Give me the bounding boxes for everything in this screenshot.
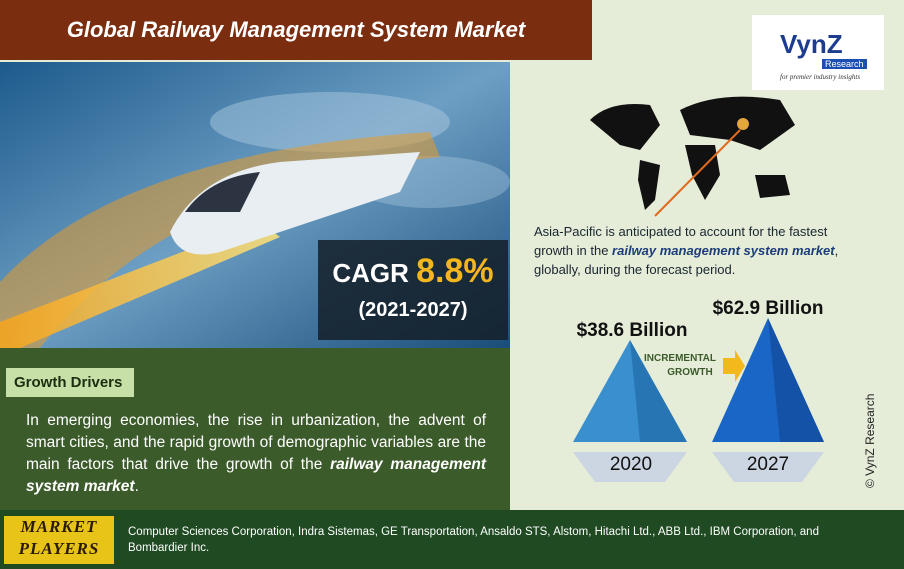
players-text: Computer Sciences Corporation, Indra Sis… xyxy=(128,526,819,554)
drivers-emphasis: railway management system market xyxy=(26,456,486,495)
region-text: Asia-Pacific is anticipated to account f… xyxy=(534,222,864,279)
logo-sub: Research xyxy=(822,59,867,69)
title: Global Railway Management System Market xyxy=(66,17,526,42)
start-value: $38.6 Billion xyxy=(577,320,688,341)
arrow-label: INCREMENTAL xyxy=(644,353,716,364)
drivers-heading: Growth Drivers xyxy=(6,368,135,397)
world-map xyxy=(590,96,795,217)
region-after: , globally, during the forecast period. xyxy=(534,243,839,277)
drivers-before: In emerging economies, the rise in urban… xyxy=(26,412,486,473)
drivers-panel: Growth Drivers In emerging economies, th… xyxy=(0,348,510,510)
region-emphasis: railway management system market xyxy=(612,243,835,258)
copyright: © VynZ Research xyxy=(863,394,877,488)
growth-graphic: $38.6 Billion $62.9 Billion INCREMENTAL … xyxy=(573,298,824,482)
end-value: $62.9 Billion xyxy=(713,298,824,319)
logo: VynZ Research for premier industry insig… xyxy=(752,15,884,90)
title-banner: Global Railway Management System Market xyxy=(0,0,592,60)
region-before: Asia-Pacific is anticipated to account f… xyxy=(534,224,828,258)
players-heading: MARKET PLAYERS xyxy=(4,516,114,564)
cagr-label: CAGR xyxy=(332,258,409,288)
pointer xyxy=(654,129,741,217)
logo-name: VynZ xyxy=(780,29,843,59)
players-heading-line: MARKET xyxy=(20,517,98,536)
players-bar: MARKET PLAYERS Computer Sciences Corporat… xyxy=(0,510,904,569)
cagr-value: 8.8% xyxy=(416,252,494,290)
logo-tagline: for premier industry insights xyxy=(780,73,861,81)
end-year: 2027 xyxy=(747,454,789,475)
train-image xyxy=(0,62,510,348)
start-year: 2020 xyxy=(610,454,652,475)
cagr-period: (2021-2027) xyxy=(358,299,468,321)
arrow-label: GROWTH xyxy=(667,367,713,378)
cagr-box: CAGR 8.8% (2021-2027) xyxy=(318,240,508,340)
pin xyxy=(737,118,749,130)
copyright-box: © VynZ Research xyxy=(863,394,877,488)
players-heading-line: PLAYERS xyxy=(18,539,100,558)
drivers-after: . xyxy=(134,478,139,495)
drivers-text: In emerging economies, the rise in urban… xyxy=(26,410,486,498)
